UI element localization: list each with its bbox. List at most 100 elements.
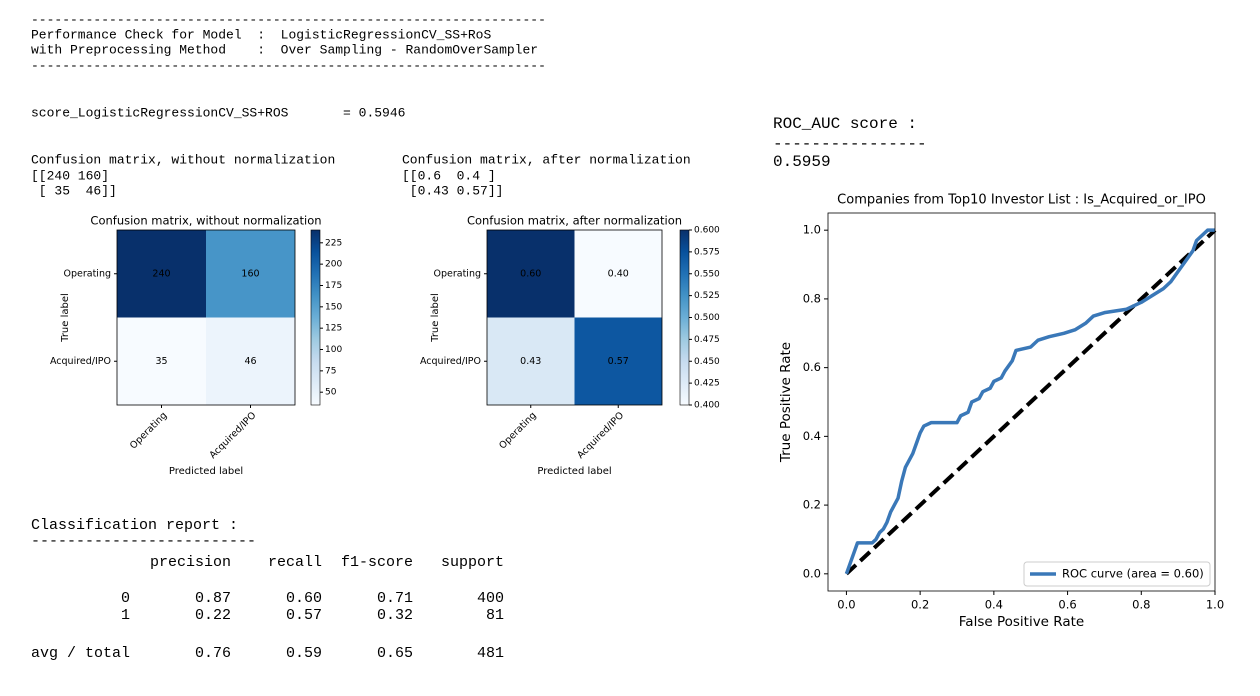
- report-title: Classification report :: [31, 517, 238, 534]
- colorbar-tick-label: 225: [325, 238, 342, 248]
- header-line: with Preprocessing Method : Over Samplin…: [31, 42, 538, 57]
- axes-frame: [486, 229, 663, 406]
- cell-label: 35: [155, 356, 167, 367]
- legend-box: [1023, 561, 1211, 587]
- colorbar-tick-label: 50: [325, 388, 337, 398]
- report-column: f1-score: [341, 554, 413, 571]
- chart-title: Companies from Top10 Investor List : Is_…: [837, 193, 1206, 208]
- heatmap-cell: [487, 230, 575, 318]
- heatmap-cell: [487, 317, 575, 405]
- report-column: support: [441, 554, 504, 571]
- report-row-label: avg / total: [31, 645, 130, 662]
- reference-line: [845, 228, 1217, 576]
- report-cell: 0.71: [377, 590, 413, 607]
- y-tick-label: 0.8: [803, 291, 821, 305]
- colorbar-tick-label: 0.550: [694, 269, 720, 279]
- x-tick-label: 0.4: [985, 598, 1003, 612]
- heatmap-cell: [117, 317, 206, 405]
- roc-value: 0.5959: [773, 153, 831, 171]
- x-tick-label: Acquired/IPO: [575, 410, 626, 461]
- axes-frame: [827, 212, 1216, 592]
- cell-label: 0.60: [520, 268, 541, 279]
- report-column: precision: [150, 554, 231, 571]
- colorbar-tick-label: 150: [325, 302, 342, 312]
- colorbar-tick-label: 100: [325, 345, 342, 355]
- cell-label: 0.40: [608, 268, 629, 279]
- cell-label: 0.43: [520, 356, 541, 367]
- report-cell: 481: [477, 645, 504, 662]
- colorbar-tick-label: 0.450: [694, 357, 720, 367]
- colorbar-tick-label: 0.525: [694, 291, 720, 301]
- colorbar-tick-label: 0.425: [694, 379, 720, 389]
- cm-line: [0.43 0.57]]: [402, 183, 503, 198]
- cell-label: 240: [152, 268, 170, 279]
- legend-label: ROC curve (area = 0.60): [1062, 567, 1204, 581]
- y-tick-label: 0.0: [803, 566, 821, 580]
- roc-line: [844, 228, 1215, 575]
- x-tick-label: Acquired/IPO: [207, 410, 258, 461]
- report-column: recall: [268, 554, 322, 571]
- y-tick-label: Operating: [64, 268, 112, 279]
- y-axis-label: True label: [430, 293, 441, 343]
- y-tick-label: Acquired/IPO: [420, 356, 481, 367]
- rule: ----------------: [773, 135, 927, 153]
- cm-title: Confusion matrix, after normalization: [402, 152, 691, 167]
- y-tick-label: 1.0: [803, 223, 821, 237]
- report-cell: 81: [486, 607, 504, 624]
- roc-title: ROC_AUC score :: [773, 115, 917, 133]
- report-cell: 0.60: [286, 590, 322, 607]
- cell-label: 46: [244, 356, 256, 367]
- x-tick-label: 0.6: [1058, 598, 1076, 612]
- report-cell: 0.65: [377, 645, 413, 662]
- colorbar-tick-label: 0.500: [694, 313, 720, 323]
- rule: -------------------------: [31, 533, 256, 550]
- heatmap-cell: [574, 230, 662, 318]
- x-tick-label: 0.0: [837, 598, 855, 612]
- report-cell: 0.76: [195, 645, 231, 662]
- colorbar-tick-label: 0.475: [694, 335, 720, 345]
- colorbar: [679, 229, 690, 406]
- heatmap-cell: [574, 317, 662, 405]
- x-tick-label: Operating: [497, 410, 538, 451]
- y-tick-label: Operating: [434, 268, 482, 279]
- colorbar-tick-label: 175: [325, 281, 342, 291]
- y-tick-label: 0.4: [803, 429, 821, 443]
- report-cell: 0.57: [286, 607, 322, 624]
- heatmap-cell: [206, 230, 295, 318]
- y-tick-label: 0.2: [803, 498, 821, 512]
- x-tick-label: Operating: [128, 410, 169, 451]
- x-tick-label: 0.8: [1132, 598, 1150, 612]
- chart-title: Confusion matrix, without normalization: [90, 214, 321, 228]
- report-cell: 400: [477, 590, 504, 607]
- x-axis-label: False Positive Rate: [959, 614, 1084, 630]
- axes-frame: [116, 229, 296, 406]
- cm-title: Confusion matrix, without normalization: [31, 152, 335, 167]
- colorbar: [310, 229, 321, 406]
- x-axis-label: Predicted label: [169, 466, 243, 477]
- colorbar-tick-label: 0.400: [694, 401, 720, 411]
- colorbar-tick-label: 75: [325, 366, 336, 376]
- x-tick-label: 0.2: [911, 598, 929, 612]
- x-tick-label: 1.0: [1206, 598, 1224, 612]
- report-cell: 0.59: [286, 645, 322, 662]
- x-axis-label: Predicted label: [537, 466, 611, 477]
- report-row-label: 0: [121, 590, 130, 607]
- cell-label: 160: [241, 268, 259, 279]
- colorbar-tick-label: 200: [325, 260, 342, 270]
- report-cell: 0.22: [195, 607, 231, 624]
- report-cell: 0.87: [195, 590, 231, 607]
- cm-line: [[240 160]: [31, 168, 109, 183]
- y-tick-label: Acquired/IPO: [50, 356, 111, 367]
- heatmap-cell: [117, 230, 206, 318]
- cm-line: [[0.6 0.4 ]: [402, 168, 496, 183]
- cm-line: [ 35 46]]: [31, 183, 117, 198]
- header-line: Performance Check for Model : LogisticRe…: [31, 27, 491, 42]
- rule: ----------------------------------------…: [31, 12, 546, 27]
- chart-title: Confusion matrix, after normalization: [467, 214, 682, 228]
- colorbar-tick-label: 125: [325, 324, 342, 334]
- score-line: score_LogisticRegressionCV_SS+ROS = 0.59…: [31, 105, 405, 120]
- report-cell: 0.32: [377, 607, 413, 624]
- report-row-label: 1: [121, 607, 130, 624]
- y-axis-label: True Positive Rate: [778, 342, 794, 463]
